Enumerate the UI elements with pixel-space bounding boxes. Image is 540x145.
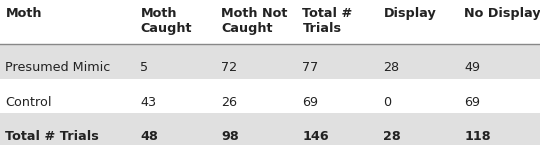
Text: 98: 98 xyxy=(221,130,239,144)
Text: 77: 77 xyxy=(302,61,319,74)
Text: 49: 49 xyxy=(464,61,481,74)
Text: No Display: No Display xyxy=(464,7,540,20)
Text: 43: 43 xyxy=(140,96,157,109)
Text: Total # Trials: Total # Trials xyxy=(5,130,99,144)
Text: 69: 69 xyxy=(464,96,481,109)
Text: 28: 28 xyxy=(383,130,401,144)
Text: Total #
Trials: Total # Trials xyxy=(302,7,353,35)
Text: Moth: Moth xyxy=(5,7,42,20)
Text: 0: 0 xyxy=(383,96,392,109)
Bar xyxy=(0,44,540,79)
Text: 26: 26 xyxy=(221,96,238,109)
Text: 48: 48 xyxy=(140,130,158,144)
Text: 118: 118 xyxy=(464,130,491,144)
Text: Presumed Mimic: Presumed Mimic xyxy=(5,61,111,74)
Text: Display: Display xyxy=(383,7,436,20)
Text: 5: 5 xyxy=(140,61,148,74)
Bar xyxy=(0,79,540,113)
Bar xyxy=(0,113,540,145)
Text: 146: 146 xyxy=(302,130,329,144)
Text: Control: Control xyxy=(5,96,52,109)
Text: Moth
Caught: Moth Caught xyxy=(140,7,192,35)
Text: 28: 28 xyxy=(383,61,400,74)
Text: 72: 72 xyxy=(221,61,238,74)
Text: 69: 69 xyxy=(302,96,319,109)
Text: Moth Not
Caught: Moth Not Caught xyxy=(221,7,288,35)
